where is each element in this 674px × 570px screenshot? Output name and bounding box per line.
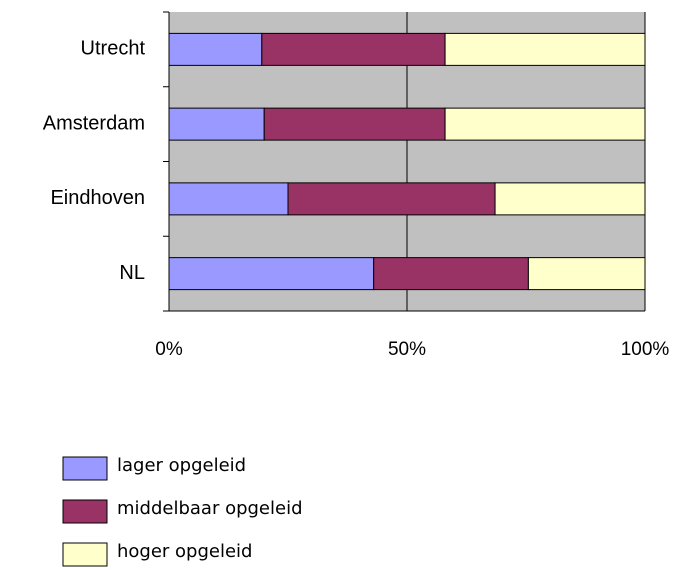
bar-segment (494, 182, 646, 216)
bar-segment (261, 32, 446, 66)
bar-segment (444, 32, 646, 66)
x-tick-label: 100% (621, 339, 670, 360)
x-tick-label: 0% (155, 339, 183, 360)
legend-swatch (62, 499, 108, 524)
y-tick-label: Eindhoven (50, 187, 145, 209)
x-tick-label: 50% (388, 339, 426, 360)
y-tick-label: Amsterdam (43, 112, 145, 134)
legend-label: hoger opgeleid (117, 541, 252, 562)
legend-label: lager opgeleid (117, 455, 246, 476)
y-tick-label: Utrecht (81, 38, 146, 60)
legend-label: middelbaar opgeleid (117, 498, 303, 519)
y-tick-label: NL (119, 262, 145, 284)
bar-segment (168, 32, 263, 66)
bar-segment (168, 257, 375, 291)
legend-swatch (62, 456, 108, 481)
legend-swatch (62, 542, 108, 567)
bar-segment (287, 182, 496, 216)
bar-segment (444, 107, 646, 141)
bar-segment (168, 107, 265, 141)
bar-segment (373, 257, 529, 291)
bar-segment (263, 107, 446, 141)
bar-segment (168, 182, 289, 216)
bar-segment (527, 257, 646, 291)
